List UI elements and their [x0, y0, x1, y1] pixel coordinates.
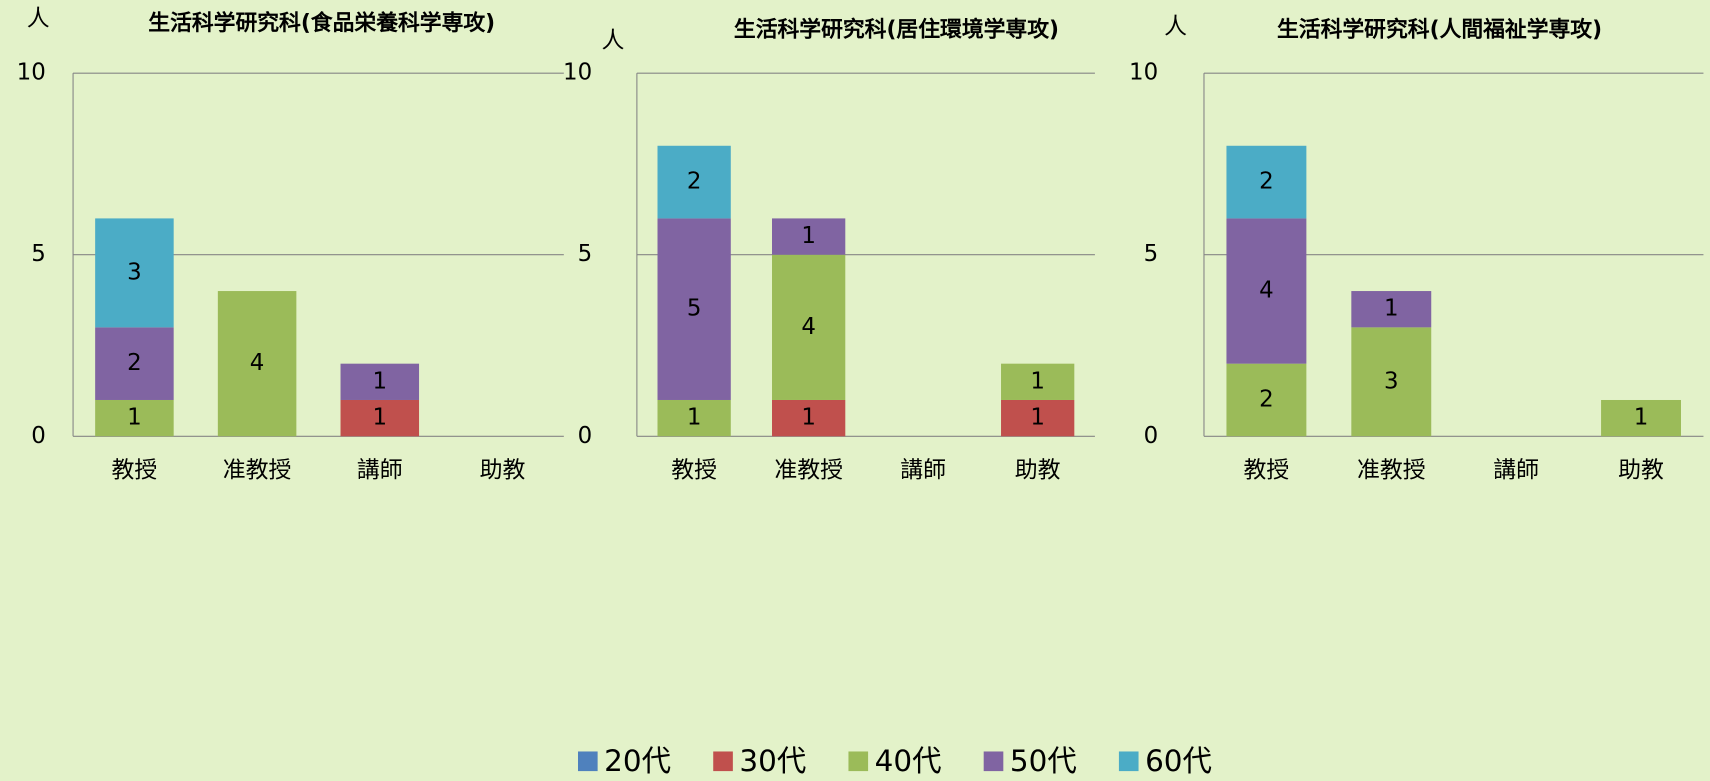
y-tick-label: 0 [1144, 423, 1159, 449]
bar-segment [1601, 399, 1681, 437]
bar-segment [95, 327, 174, 400]
chart-title: 生活科学研究科(食品栄養科学専攻) [148, 10, 495, 36]
bar-segment [772, 399, 846, 437]
legend-swatch [983, 751, 1004, 772]
data-label: 1 [1030, 405, 1045, 431]
bar-segment [772, 218, 846, 255]
legend-swatch [713, 751, 733, 772]
bar-segment [1226, 218, 1307, 364]
x-tick-label: 准教授 [774, 458, 843, 484]
bar-segment [657, 145, 731, 219]
y-tick-label: 10 [563, 60, 592, 86]
x-tick-label: 助教 [480, 458, 526, 484]
bar-segment [217, 291, 297, 437]
x-tick-label: 講師 [900, 458, 946, 484]
legend-label: 60代 [1145, 744, 1212, 778]
legend-label: 30代 [739, 744, 806, 778]
legend-swatch [848, 751, 869, 772]
data-label: 1 [1634, 405, 1649, 431]
data-label: 1 [372, 368, 387, 394]
y-axis-unit: 人 [27, 6, 50, 32]
bar-segment [1001, 363, 1075, 400]
data-label: 3 [1384, 368, 1399, 394]
y-tick-label: 5 [1144, 241, 1159, 267]
y-tick-label: 5 [31, 241, 46, 267]
x-tick-label: 准教授 [223, 458, 292, 484]
bar-segment [1351, 291, 1432, 328]
legend-label: 50代 [1010, 744, 1077, 778]
y-axis-unit: 人 [601, 28, 624, 54]
data-label: 1 [1030, 368, 1045, 394]
legend-swatch [1118, 751, 1139, 772]
bar-segment [340, 363, 420, 400]
x-tick-label: 助教 [1015, 458, 1061, 484]
legend-swatch [577, 751, 598, 772]
y-axis-unit: 人 [1164, 14, 1187, 40]
bar-segment [340, 399, 420, 437]
bar-segment [95, 218, 174, 328]
y-tick-label: 0 [578, 423, 593, 449]
data-label: 1 [1384, 296, 1399, 322]
data-label: 2 [687, 169, 702, 195]
x-tick-label: 助教 [1618, 458, 1664, 484]
data-label: 1 [801, 405, 816, 431]
y-tick-label: 10 [17, 60, 46, 86]
bar-segment [657, 399, 731, 437]
y-tick-label: 0 [31, 423, 46, 449]
data-label: 2 [127, 350, 142, 376]
x-tick-label: 講師 [357, 458, 403, 484]
data-label: 5 [687, 296, 702, 322]
bar-segment [1226, 363, 1307, 437]
data-label: 1 [372, 405, 387, 431]
bar-segment [95, 399, 174, 437]
y-tick-label: 5 [578, 241, 593, 267]
legend-label: 20代 [604, 744, 671, 778]
bar-segment [772, 254, 846, 400]
bar-segment [657, 218, 731, 400]
data-label: 2 [1259, 386, 1274, 412]
legend-label: 40代 [875, 744, 942, 778]
bar-segment [1001, 399, 1075, 437]
data-label: 4 [1259, 278, 1274, 304]
x-tick-label: 教授 [112, 458, 158, 484]
data-label: 4 [801, 314, 816, 340]
data-label: 4 [250, 350, 265, 376]
bar-segment [1351, 327, 1432, 437]
bar-segment [1226, 145, 1307, 219]
x-tick-label: 教授 [671, 458, 717, 484]
y-tick-label: 10 [1129, 60, 1158, 86]
x-tick-label: 准教授 [1357, 458, 1426, 484]
data-label: 1 [801, 223, 816, 249]
chart-title: 生活科学研究科(居住環境学専攻) [734, 17, 1059, 43]
x-tick-label: 講師 [1493, 458, 1539, 484]
data-label: 2 [1259, 169, 1274, 195]
data-label: 1 [687, 405, 702, 431]
data-label: 3 [127, 259, 142, 285]
chart-title: 生活科学研究科(人間福祉学専攻) [1277, 17, 1602, 43]
x-tick-label: 教授 [1244, 458, 1290, 484]
data-label: 1 [127, 405, 142, 431]
